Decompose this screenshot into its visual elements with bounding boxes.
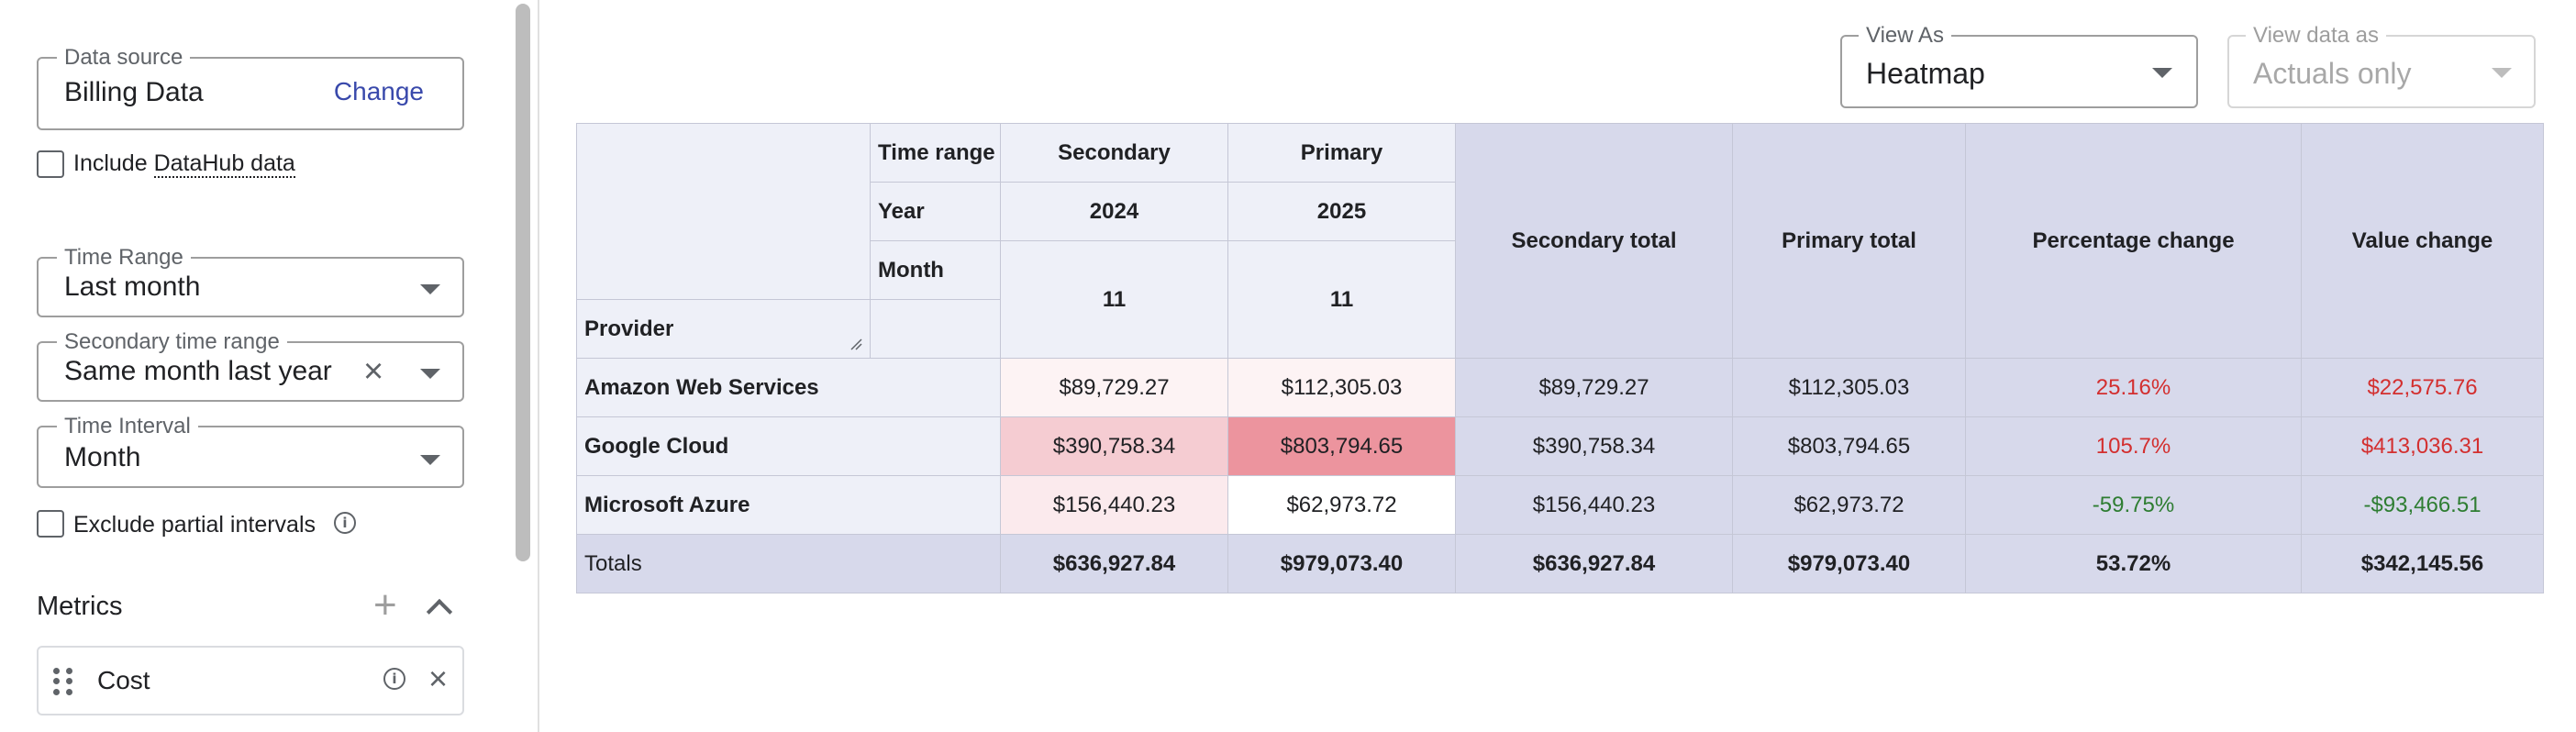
view-as-select[interactable]: View As Heatmap [1840,22,2198,108]
totals-secondary-total: $636,927.84 [1455,534,1733,593]
totals-label: Totals [576,534,1001,593]
clear-icon[interactable]: × [363,352,384,391]
view-data-as-select: View data as Actuals only [2227,22,2536,108]
data-source-field: Data source Billing Data Change [37,44,464,130]
info-icon[interactable]: i [334,512,356,534]
month-spacer-cell [870,299,1001,359]
col-year-secondary: 2024 [1000,182,1228,241]
secondary-time-range-value: Same month last year [64,356,332,386]
metric-info-icon[interactable]: i [383,668,405,690]
chevron-up-icon[interactable] [426,598,453,626]
time-range-dropdown-icon[interactable] [420,284,440,294]
heat-cell[interactable]: $390,758.34 [1000,416,1228,476]
view-as-label: View As [1859,22,1951,50]
primary-total-header: Primary total [1732,123,1966,359]
col-month-secondary: 11 [1000,240,1228,359]
month-header-label: Month [870,240,1001,300]
heat-cell[interactable]: $112,305.03 [1227,358,1456,417]
pivot-corner-cell [576,123,871,300]
year-header-label: Year [870,182,1001,241]
percentage-change-cell: 25.16% [1965,358,2302,417]
metrics-title: Metrics [37,592,123,621]
totals-primary: $979,073.40 [1227,534,1456,593]
include-datahub-label: Include DataHub data [73,150,295,178]
time-range-value: Last month [64,272,201,302]
col-time-range-secondary: Secondary [1000,123,1228,183]
totals-percentage-change: 53.72% [1965,534,2302,593]
col-time-range-primary: Primary [1227,123,1456,183]
datahub-link[interactable]: DataHub data [153,150,295,178]
row-label: Google Cloud [576,416,1001,476]
exclude-partial-label: Exclude partial intervals [73,512,316,538]
totals-secondary: $636,927.84 [1000,534,1228,593]
metric-name: Cost [97,666,150,694]
time-interval-label: Time Interval [57,413,198,440]
view-data-as-label: View data as [2246,22,2386,50]
heat-cell[interactable]: $156,440.23 [1000,475,1228,535]
time-range-header-label: Time range [870,123,1001,183]
table-row: Microsoft Azure $156,440.23 $62,973.72 $… [576,475,2544,535]
include-datahub-prefix: Include [73,150,154,176]
secondary-time-range-select[interactable]: Secondary time range Same month last yea… [37,328,464,402]
change-data-source-button[interactable]: Change [333,77,424,105]
time-range-label: Time Range [57,244,191,272]
primary-total-cell: $803,794.65 [1732,416,1966,476]
view-data-as-value: Actuals only [2253,57,2412,90]
resize-handle-icon[interactable] [849,338,862,350]
sidebar-scrollbar[interactable] [516,4,530,561]
heat-cell[interactable]: $62,973.72 [1227,475,1456,535]
provider-header-label: Provider [584,316,674,341]
row-label: Amazon Web Services [576,358,1001,417]
data-source-value: Billing Data [64,77,204,107]
table-row: Google Cloud $390,758.34 $803,794.65 $39… [576,416,2544,476]
include-datahub-checkbox[interactable] [37,150,64,178]
time-interval-select[interactable]: Time Interval Month [37,413,464,488]
secondary-time-range-label: Secondary time range [57,328,287,356]
value-change-cell: $22,575.76 [2301,358,2544,417]
secondary-total-cell: $89,729.27 [1455,358,1733,417]
row-label: Microsoft Azure [576,475,1001,535]
percentage-change-header: Percentage change [1965,123,2302,359]
value-change-cell: -$93,466.51 [2301,475,2544,535]
view-data-as-dropdown-icon [2492,68,2512,78]
percentage-change-cell: -59.75% [1965,475,2302,535]
time-range-select[interactable]: Time Range Last month [37,244,464,317]
secondary-time-range-dropdown-icon[interactable] [420,369,440,379]
percentage-change-cell: 105.7% [1965,416,2302,476]
sidebar: Data source Billing Data Change Include … [0,0,539,732]
heat-cell[interactable]: $89,729.27 [1000,358,1228,417]
primary-total-cell: $62,973.72 [1732,475,1966,535]
metric-chip-cost[interactable]: Cost i × [37,646,464,715]
col-year-primary: 2025 [1227,182,1456,241]
remove-metric-icon[interactable]: × [427,660,448,697]
time-interval-value: Month [64,442,141,472]
drag-handle-icon[interactable] [53,668,72,695]
value-change-cell: $413,036.31 [2301,416,2544,476]
primary-total-cell: $112,305.03 [1732,358,1966,417]
secondary-total-cell: $390,758.34 [1455,416,1733,476]
totals-value-change: $342,145.56 [2301,534,2544,593]
totals-primary-total: $979,073.40 [1732,534,1966,593]
totals-row: Totals $636,927.84 $979,073.40 $636,927.… [576,534,2544,593]
table-row: Amazon Web Services $89,729.27 $112,305.… [576,358,2544,417]
col-month-primary: 11 [1227,240,1456,359]
secondary-total-header: Secondary total [1455,123,1733,359]
value-change-header: Value change [2301,123,2544,359]
heat-cell[interactable]: $803,794.65 [1227,416,1456,476]
time-interval-dropdown-icon[interactable] [420,455,440,465]
view-as-dropdown-icon[interactable] [2152,68,2172,78]
view-as-value: Heatmap [1866,57,1985,90]
secondary-total-cell: $156,440.23 [1455,475,1733,535]
data-source-label: Data source [57,44,191,72]
provider-row-field[interactable]: Provider [576,299,871,359]
exclude-partial-checkbox[interactable] [37,510,64,538]
add-metric-icon[interactable]: + [373,582,397,627]
heatmap-table: Time range Secondary Primary Secondary t… [576,123,2544,593]
